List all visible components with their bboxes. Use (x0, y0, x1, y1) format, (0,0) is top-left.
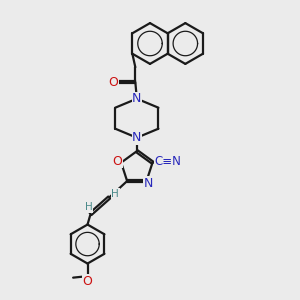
Text: N: N (143, 177, 153, 190)
Text: N: N (132, 131, 142, 144)
Text: O: O (82, 275, 92, 288)
Text: C≡N: C≡N (155, 155, 182, 168)
Text: N: N (132, 92, 142, 105)
Text: H: H (85, 202, 93, 212)
Text: O: O (109, 76, 118, 89)
Text: O: O (112, 154, 122, 168)
Text: H: H (111, 189, 119, 199)
